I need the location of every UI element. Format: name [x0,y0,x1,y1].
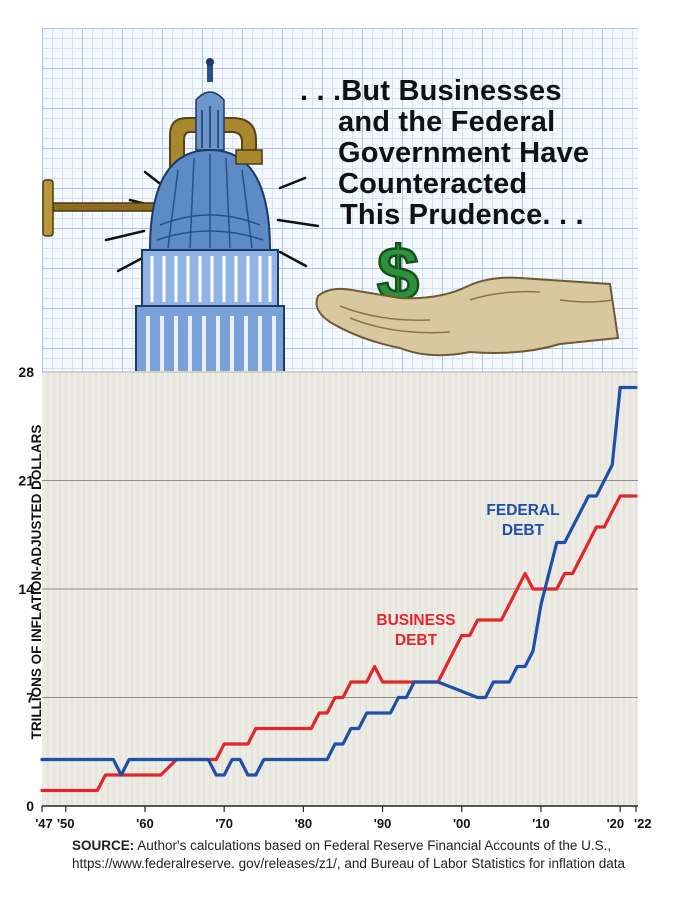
series-labels: FEDERAL DEBT BUSINESS DEBT [376,502,559,649]
y-tick-label: 14 [18,581,34,597]
capitol-dome-in-clamp-icon [42,58,320,385]
federal-debt-line [40,385,638,777]
y-axis-tick-labels: 0 7 14 21 28 [18,364,34,814]
headline-line: Government Have [338,137,590,169]
y-axis-label: TRILLIONS OF INFLATION-ADJUSTED DOLLARS [29,425,44,740]
hand-holding-dollar-sign-icon: $ [315,231,620,357]
headline-line: and the Federal [338,106,556,138]
x-tick-label: '20 [607,816,625,831]
horizontal-gridlines [42,371,638,806]
headline-line: . . .But Businesses [300,75,562,107]
source-text: Author's calculations based on Federal R… [72,838,626,871]
y-tick-label: 28 [18,364,34,380]
y-tick-label: 21 [18,473,34,489]
series-lines [40,385,638,793]
x-tick-label: '80 [295,816,313,831]
business-debt-label: BUSINESS [376,612,455,629]
headline-line: Counteracted [338,168,528,200]
y-tick-label: 0 [26,798,34,814]
x-tick-label: '00 [453,816,471,831]
federal-debt-label: DEBT [502,522,545,539]
x-tick-label: '47 [35,816,53,831]
x-tick-label: '60 [136,816,154,831]
source-label: SOURCE: [72,838,135,853]
x-tick-label: '22 [634,816,652,831]
y-tick-label: 7 [26,690,34,706]
headline: . . .But Businesses and the Federal Gove… [300,76,630,231]
business-debt-label: DEBT [395,632,438,649]
x-tick-label: '90 [374,816,392,831]
x-tick-label: '50 [57,816,75,831]
source-note: SOURCE: Author's calculations based on F… [72,837,672,873]
x-axis-tick-labels: '47 '50 '60 '70 '80 '90 '00 '10 '20 '22 [35,816,651,831]
x-tick-label: '10 [532,816,550,831]
headline-line: This Prudence. . . [340,199,584,231]
federal-debt-label: FEDERAL [486,502,559,519]
x-tick-label: '70 [215,816,233,831]
x-axis-tick-marks [41,806,637,812]
